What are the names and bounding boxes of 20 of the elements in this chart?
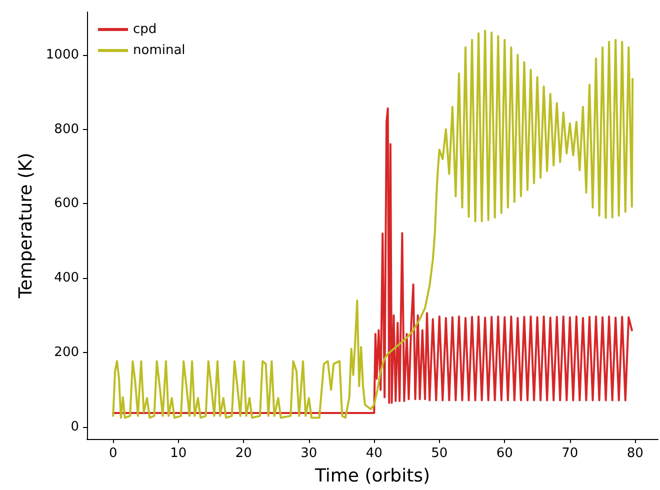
x-tick-label: 30 [300, 446, 318, 461]
y-axis-title: Temperature (K) [16, 152, 36, 300]
x-tick-label: 70 [562, 446, 578, 461]
y-tick-label: 200 [54, 345, 79, 360]
x-axis-title: Time (orbits) [314, 466, 430, 486]
legend-label: nominal [133, 43, 186, 58]
legend-label: cpd [133, 22, 157, 37]
x-tick-label: 0 [108, 446, 118, 461]
x-tick-label: 40 [366, 446, 382, 461]
x-tick-label: 60 [496, 446, 513, 461]
y-tick-label: 400 [54, 270, 79, 286]
y-tick-label: 0 [70, 420, 79, 435]
x-tick-label: 80 [626, 446, 644, 461]
x-tick-label: 20 [235, 446, 252, 461]
x-tick-label: 10 [170, 446, 187, 461]
y-tick-label: 600 [54, 196, 79, 212]
y-tick-label: 800 [54, 122, 79, 137]
y-tick-label: 1000 [46, 47, 79, 62]
line-series [112, 107, 633, 414]
x-tick-label: 50 [431, 446, 448, 461]
